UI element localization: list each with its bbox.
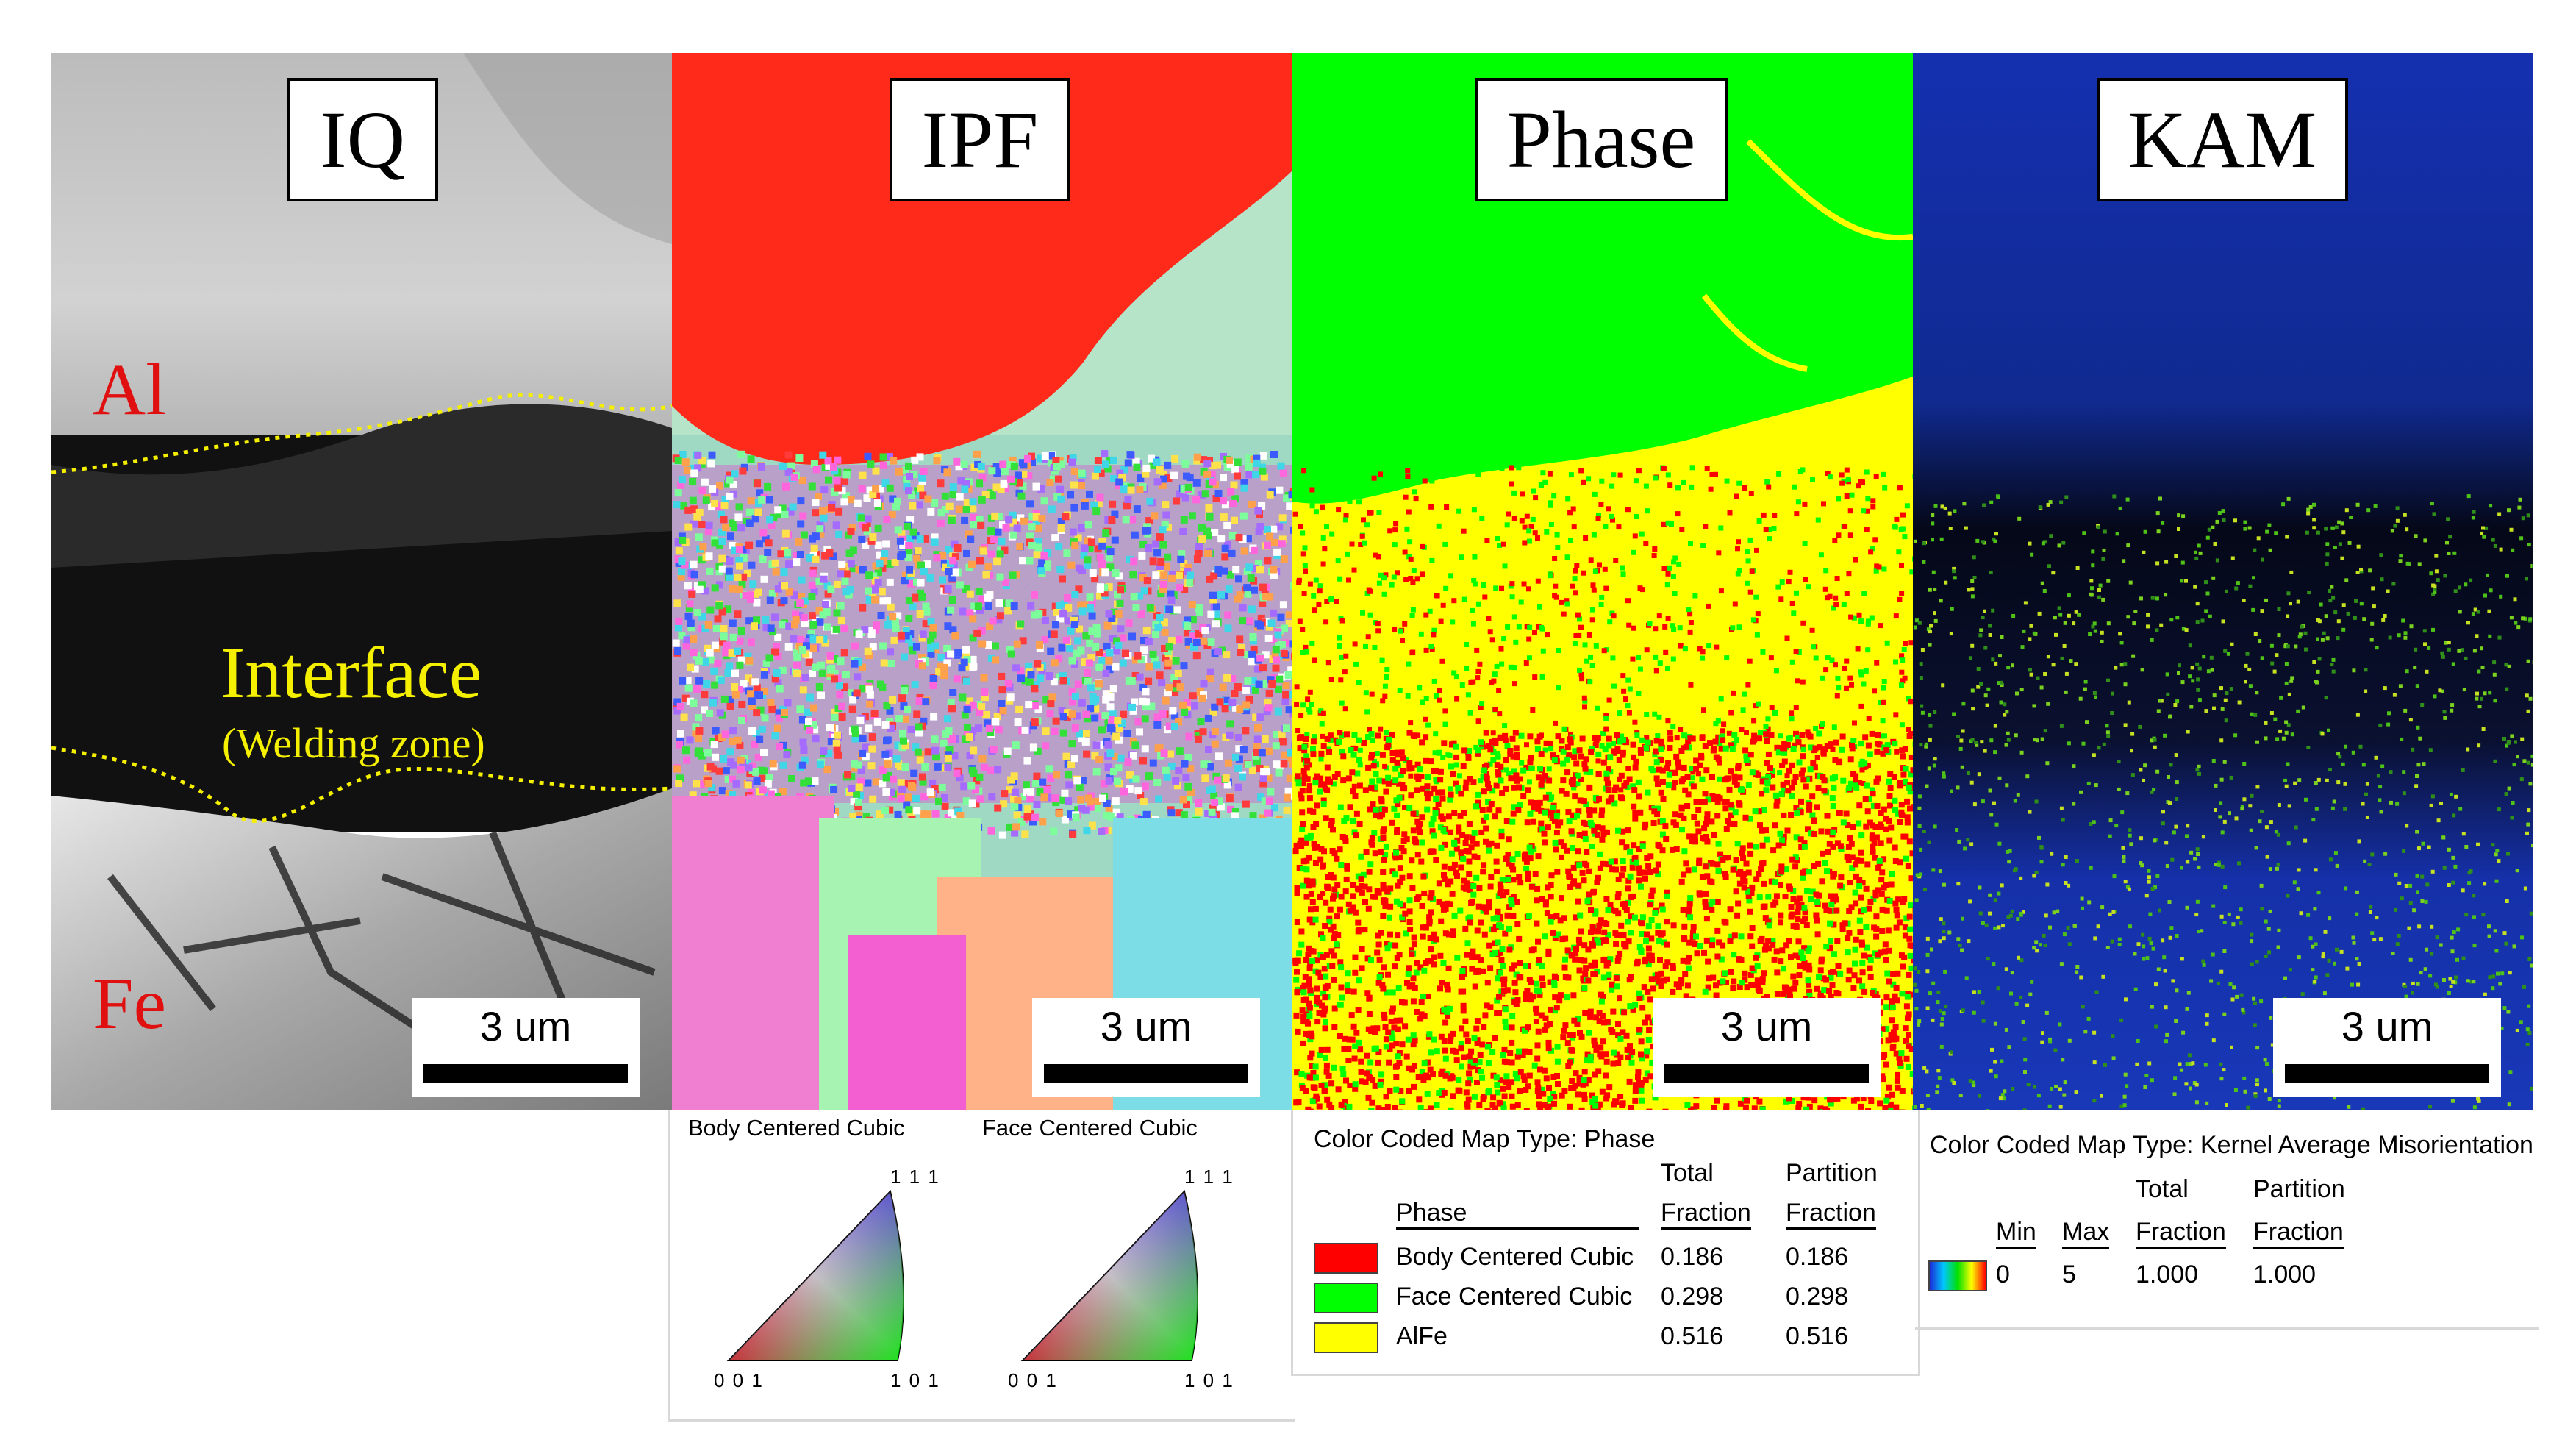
ipf-scale-bar: 3 um	[1032, 998, 1260, 1097]
scale-bar-line	[423, 1064, 628, 1083]
phase-map-image	[1292, 53, 1913, 1110]
scale-bar-text: 3 um	[1100, 1003, 1192, 1049]
bcc-001-label: 0 0 1	[714, 1369, 764, 1391]
kam-min-value: 0	[1996, 1260, 2010, 1288]
ipf-panel-label: IPF	[890, 78, 1070, 201]
phase-row-total: 0.298	[1661, 1283, 1724, 1310]
welding-zone-label: (Welding zone)	[222, 719, 485, 767]
phase-row-name: AlFe	[1396, 1322, 1448, 1350]
kam-color-gradient	[1928, 1260, 1987, 1291]
kam-min-header: Min	[1996, 1218, 2036, 1249]
phase-row-partition: 0.186	[1786, 1243, 1849, 1271]
phase-row-total: 0.516	[1661, 1322, 1724, 1350]
kam-partition-header-2: Fraction	[2253, 1218, 2344, 1249]
fcc-001-label: 0 0 1	[1008, 1369, 1058, 1391]
scale-bar-line	[1664, 1064, 1869, 1083]
al-region-label: Al	[93, 349, 166, 430]
fcc-111-label: 1 1 1	[1184, 1166, 1234, 1188]
bcc-111-label: 1 1 1	[890, 1166, 940, 1188]
kam-total-header-2: Fraction	[2136, 1218, 2226, 1249]
ipf-map-image	[672, 53, 1292, 1110]
kam-total-value: 1.000	[2136, 1260, 2199, 1288]
fcc-101-label: 1 0 1	[1184, 1369, 1234, 1391]
phase-total-header-2: Fraction	[1661, 1199, 1751, 1230]
kam-max-header: Max	[2062, 1218, 2110, 1249]
kam-legend-title: Color Coded Map Type: Kernel Average Mis…	[1930, 1131, 2533, 1159]
phase-partition-header-2: Fraction	[1786, 1199, 1876, 1230]
scale-bar-line	[1044, 1064, 1248, 1083]
alfe-swatch	[1314, 1322, 1378, 1353]
iq-panel-label: IQ	[287, 78, 438, 201]
kam-map-panel: KAM 3 um	[1913, 53, 2533, 1110]
kam-max-value: 5	[2062, 1260, 2076, 1288]
phase-map-panel: Phase 3 um	[1292, 53, 1913, 1110]
phase-row-total: 0.186	[1661, 1243, 1724, 1271]
scale-bar-line	[2285, 1064, 2489, 1083]
interface-label: Interface	[221, 632, 482, 713]
phase-row-partition: 0.298	[1786, 1283, 1849, 1310]
fe-region-label: Fe	[93, 963, 166, 1044]
kam-partition-value: 1.000	[2253, 1260, 2316, 1288]
phase-col-header: Phase	[1396, 1199, 1639, 1230]
phase-partition-header-1: Partition	[1786, 1159, 1878, 1187]
bcc-101-label: 1 0 1	[890, 1369, 940, 1391]
iq-scale-bar: 3 um	[412, 998, 640, 1097]
phase-legend-table: Color Coded Map Type: Phase Phase Total …	[1291, 1110, 1920, 1376]
kam-total-header-1: Total	[2136, 1175, 2189, 1203]
kam-partition-header-1: Partition	[2253, 1175, 2345, 1203]
scale-bar-text: 3 um	[1720, 1003, 1813, 1049]
bcc-ipf-triangle: 1 1 1 0 0 1 1 0 1	[714, 1155, 956, 1397]
fcc-key-title: Face Centered Cubic	[982, 1115, 1198, 1141]
bcc-swatch	[1314, 1243, 1378, 1274]
kam-panel-label: KAM	[2097, 78, 2348, 201]
bcc-key-title: Body Centered Cubic	[688, 1115, 905, 1141]
fcc-ipf-triangle: 1 1 1 0 0 1 1 0 1	[1008, 1155, 1251, 1397]
kam-scale-bar: 3 um	[2273, 998, 2501, 1097]
scale-bar-text: 3 um	[2341, 1003, 2433, 1049]
iq-map-panel: IQ Al Interface (Welding zone) Fe 3 um	[51, 53, 672, 1110]
ipf-color-key: Body Centered Cubic Face Centered Cubic …	[668, 1110, 1295, 1422]
phase-panel-label: Phase	[1475, 78, 1728, 201]
phase-row-name: Body Centered Cubic	[1396, 1243, 1634, 1271]
phase-scale-bar: 3 um	[1653, 998, 1881, 1097]
kam-map-image	[1913, 53, 2533, 1110]
iq-map-image	[51, 53, 672, 1110]
phase-row-partition: 0.516	[1786, 1322, 1849, 1350]
kam-legend-table: Color Coded Map Type: Kernel Average Mis…	[1915, 1110, 2539, 1330]
phase-total-header-1: Total	[1661, 1159, 1714, 1187]
phase-legend-title: Color Coded Map Type: Phase	[1314, 1125, 1656, 1153]
ipf-map-panel: IPF 3 um	[672, 53, 1292, 1110]
fcc-swatch	[1314, 1283, 1378, 1313]
phase-row-name: Face Centered Cubic	[1396, 1283, 1633, 1310]
scale-bar-text: 3 um	[479, 1003, 572, 1049]
